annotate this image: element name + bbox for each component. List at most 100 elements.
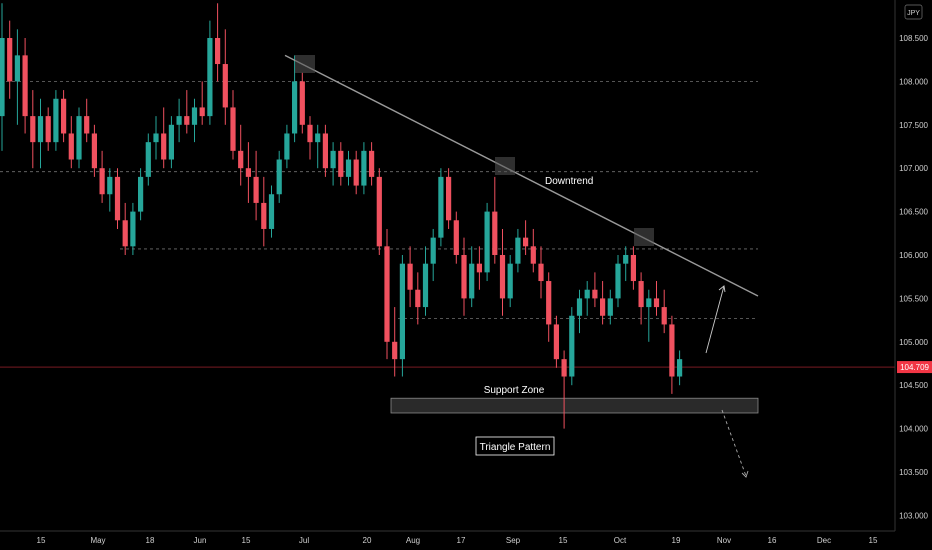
candle-body (523, 237, 529, 247)
candle-body (114, 176, 121, 221)
candle-body (68, 133, 74, 160)
price-tick-label: 108.000 (899, 77, 928, 86)
candle-body (499, 255, 506, 299)
candle-body (430, 237, 436, 264)
candle-body (515, 237, 521, 264)
candle-body (653, 298, 660, 308)
candle-body (30, 116, 36, 143)
candle-body (122, 220, 128, 247)
time-tick-label: Jul (299, 536, 309, 545)
candle-body (461, 255, 467, 299)
candle-body (576, 298, 583, 316)
price-tick-label: 107.000 (899, 164, 928, 173)
price-axis[interactable]: 108.500 108.000 107.500 107.000 106.500 106.0… (894, 0, 932, 550)
support-zone-box[interactable] (390, 397, 759, 414)
candle-body (307, 124, 313, 143)
candle-body (638, 281, 644, 308)
projection-arrows (705, 285, 749, 478)
candle-body (7, 38, 13, 82)
candle-body (530, 246, 536, 264)
current-price-badge (897, 361, 932, 374)
up-arrow-head (718, 285, 726, 293)
price-tick-label: 105.000 (899, 338, 928, 347)
price-tick-label: 108.500 (899, 34, 928, 43)
down-arrow-head (741, 470, 749, 478)
candle-body (330, 150, 336, 169)
currency-badge-box (904, 4, 923, 20)
candle-body (22, 55, 28, 117)
candle-body (168, 124, 174, 160)
trend-touch-box (634, 228, 654, 246)
candle-body (646, 298, 652, 308)
time-tick-label: Aug (406, 536, 420, 545)
time-tick-label: 15 (242, 536, 251, 545)
candle-body (130, 211, 136, 247)
annotation-labels: Downtrend Support Zone Triangle Pattern (475, 176, 593, 456)
time-tick-label: 19 (672, 536, 681, 545)
candle-body (138, 176, 144, 212)
time-tick-label: 16 (768, 536, 777, 545)
candle-body (492, 211, 498, 255)
price-tick-label: 104.000 (899, 425, 928, 434)
candle-body (268, 194, 275, 229)
candle-body (37, 116, 44, 143)
price-tick-label: 105.500 (899, 294, 928, 303)
price-tick-label: 106.500 (899, 208, 928, 217)
candle-body (669, 324, 675, 377)
candle-body (222, 64, 228, 108)
time-tick-label: Oct (614, 536, 627, 545)
currency-label: JPY (907, 10, 920, 17)
time-tick-label: May (90, 536, 105, 545)
candle-body (238, 150, 244, 169)
candle-body (615, 263, 621, 299)
candle-body (569, 315, 575, 377)
candle-body (369, 150, 375, 177)
candle-body (469, 263, 475, 299)
up-arrow-line (705, 285, 725, 354)
candle-body (607, 298, 613, 316)
candle-body (630, 255, 636, 282)
candle-body (153, 133, 159, 143)
candle-body (415, 289, 421, 308)
downtrend-line[interactable] (284, 54, 759, 297)
candle-body (0, 38, 5, 117)
time-tick-label: 18 (146, 536, 155, 545)
candle-body (345, 159, 352, 177)
time-tick-label: 15 (559, 536, 568, 545)
time-tick-label: 17 (457, 536, 466, 545)
downtrend-label: Downtrend (545, 176, 593, 187)
candle-body (191, 107, 198, 125)
candle-body (438, 176, 444, 238)
candle-body (230, 107, 236, 151)
time-tick-label: 15 (869, 536, 878, 545)
candle-body (353, 159, 359, 186)
candle-body (107, 176, 113, 195)
time-tick-label: Dec (817, 536, 831, 545)
downtrend-group (284, 54, 759, 297)
candle-body (261, 202, 267, 229)
price-tick-label: 103.500 (899, 468, 928, 477)
candle-body (446, 176, 452, 221)
candle-body (584, 289, 590, 299)
candle-body (76, 116, 82, 160)
candle-body (561, 359, 567, 377)
candle-body (546, 281, 552, 325)
triangle-pattern-box[interactable] (475, 436, 555, 456)
candle-body (453, 220, 459, 255)
candle-body (553, 324, 559, 360)
price-tick-label: 103.000 (899, 511, 928, 520)
candle-body (315, 133, 321, 143)
candle-body (623, 255, 629, 264)
price-tick-label: 104.500 (899, 381, 928, 390)
candle-body (292, 81, 298, 134)
current-price-label: 104.709 (900, 363, 929, 372)
candle-body (661, 307, 667, 325)
candle-body (384, 246, 390, 342)
time-axis[interactable]: 15 May 18 Jun 15 Jul 20 Aug 17 Sep 15 Oct 19 Nov 16 Dec… (0, 530, 895, 545)
candle-body (284, 133, 290, 160)
candle-body (14, 55, 20, 82)
candle-body (538, 263, 544, 282)
candle-body (99, 168, 105, 195)
candle-body (422, 263, 429, 308)
